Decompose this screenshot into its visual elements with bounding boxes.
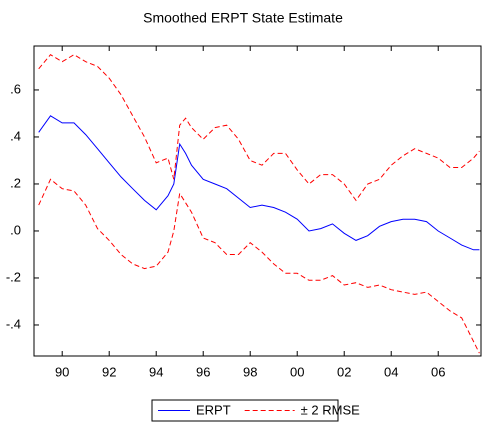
x-tick-label: 04: [384, 364, 398, 379]
x-tick-label: 96: [196, 364, 210, 379]
y-tick-label: .4: [10, 128, 21, 143]
x-tick-label: 98: [243, 364, 257, 379]
legend-label: ERPT: [196, 402, 231, 417]
series-line: [38, 54, 480, 202]
y-tick-label: -.2: [6, 269, 21, 284]
series-line: [38, 178, 480, 354]
x-tick-label: 92: [102, 364, 116, 379]
y-tick-label: .0: [10, 222, 21, 237]
x-tick-label: 00: [290, 364, 304, 379]
y-tick-label: .6: [10, 81, 21, 96]
chart-title: Smoothed ERPT State Estimate: [143, 10, 343, 26]
series-line: [38, 115, 480, 251]
x-tick-label: 02: [337, 364, 351, 379]
x-tick-label: 90: [55, 364, 69, 379]
legend-label: ± 2 RMSE: [301, 402, 360, 417]
x-tick-label: 94: [149, 364, 163, 379]
plot-frame: [33, 45, 482, 357]
y-tick-label: .2: [10, 175, 21, 190]
x-tick-label: 06: [431, 364, 445, 379]
y-tick-label: -.4: [6, 316, 21, 331]
